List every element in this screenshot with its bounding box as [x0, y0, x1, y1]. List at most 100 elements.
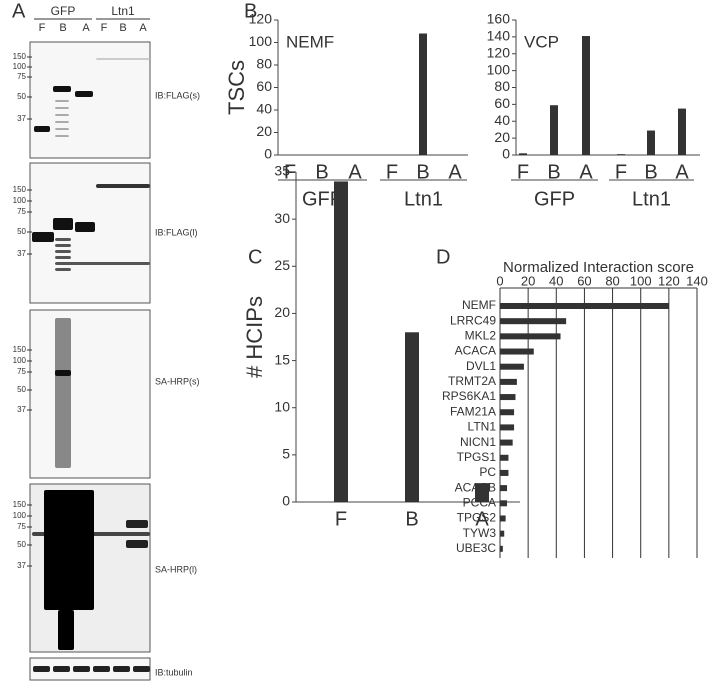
- y-tick-label: 120: [249, 11, 273, 27]
- marker-label: 50: [17, 92, 26, 101]
- bar: [500, 545, 503, 552]
- band: [126, 540, 148, 548]
- y-tick-label: 20: [274, 304, 290, 320]
- bar: [500, 348, 534, 355]
- lane-label: F: [39, 22, 46, 34]
- band: [53, 218, 73, 230]
- marker-label: 37: [17, 249, 26, 258]
- group-label: GFP: [51, 4, 76, 18]
- y-tick-label: NEMF: [462, 298, 496, 312]
- panel-label: A: [12, 0, 26, 22]
- band: [55, 121, 69, 123]
- band: [55, 114, 69, 116]
- y-tick-label: 0: [264, 146, 272, 162]
- x-axis-label: Normalized Interaction score: [503, 259, 694, 276]
- bar: [500, 515, 506, 522]
- group-label: Ltn1: [111, 4, 135, 18]
- x-tick-label: F: [284, 161, 296, 183]
- lane-label: B: [59, 22, 66, 34]
- y-tick-label: 160: [487, 11, 511, 27]
- band: [56, 262, 150, 265]
- x-tick-label: 100: [630, 273, 652, 288]
- bar: [419, 33, 427, 155]
- bar: [617, 154, 625, 155]
- y-tick-label: MKL2: [465, 329, 497, 343]
- marker-label: 75: [17, 522, 26, 531]
- band: [93, 666, 110, 672]
- y-tick-label: 100: [249, 33, 273, 49]
- blot: [29, 41, 151, 159]
- y-tick-label: NICN1: [460, 435, 496, 449]
- y-tick-label: 0: [502, 146, 510, 162]
- x-tick-label: A: [348, 161, 362, 183]
- bar: [500, 394, 516, 401]
- marker-label: 50: [17, 385, 26, 394]
- y-tick-label: UBE3C: [456, 541, 496, 555]
- x-tick-label: F: [335, 508, 347, 530]
- y-tick-label: PC: [479, 465, 496, 479]
- y-tick-label: 140: [487, 28, 511, 44]
- marker-label: 50: [17, 540, 26, 549]
- band: [55, 250, 71, 253]
- marker-label: 150: [13, 500, 27, 509]
- marker-label: 100: [13, 196, 27, 205]
- lane-label: F: [101, 22, 108, 34]
- y-tick-label: 100: [487, 61, 511, 77]
- band: [53, 86, 71, 92]
- band: [96, 184, 150, 188]
- marker-label: 37: [17, 561, 26, 570]
- marker-label: 100: [13, 356, 27, 365]
- bar: [519, 153, 527, 155]
- x-tick-label: B: [315, 161, 328, 183]
- bar: [405, 332, 419, 502]
- x-tick-label: B: [547, 161, 560, 183]
- marker-label: 150: [13, 185, 27, 194]
- bar: [500, 439, 513, 446]
- band: [133, 666, 150, 672]
- x-tick-label: A: [448, 161, 462, 183]
- bar: [500, 485, 508, 492]
- x-tick-label: A: [579, 161, 593, 183]
- y-tick-label: ACACA: [455, 344, 496, 358]
- x-tick-label: B: [416, 161, 429, 183]
- chart-title: VCP: [524, 32, 559, 51]
- blot-label: IB:FLAG(s): [155, 90, 200, 100]
- bar: [647, 130, 655, 155]
- y-tick-label: LRRC49: [450, 313, 496, 327]
- band: [55, 318, 71, 468]
- marker-label: 37: [17, 114, 26, 123]
- panel-label: B: [244, 0, 257, 22]
- chart-title: NEMF: [286, 32, 334, 51]
- y-tick-label: TYW3: [463, 526, 497, 540]
- bar: [500, 333, 561, 340]
- marker-label: 75: [17, 207, 26, 216]
- y-tick-label: TPGS2: [457, 511, 497, 525]
- band: [55, 268, 71, 271]
- x-tick-label: 140: [686, 273, 708, 288]
- band: [73, 666, 90, 672]
- x-tick-label: 40: [549, 273, 563, 288]
- band: [53, 666, 70, 672]
- x-tick-label: F: [386, 161, 398, 183]
- y-axis-label: TSCs: [224, 60, 249, 115]
- band: [75, 91, 93, 97]
- bar: [500, 500, 508, 507]
- bar: [334, 181, 348, 502]
- band: [32, 232, 54, 242]
- lane-label: A: [82, 22, 90, 34]
- blot-label: IB:FLAG(l): [155, 227, 198, 237]
- x-tick-label: 120: [658, 273, 680, 288]
- x-tick-label: A: [475, 508, 489, 530]
- band: [55, 244, 71, 247]
- band: [55, 256, 71, 259]
- panel-label: C: [248, 246, 262, 268]
- group-label: GFP: [302, 188, 343, 210]
- x-tick-label: 20: [521, 273, 535, 288]
- band: [55, 107, 69, 109]
- bar: [678, 108, 686, 155]
- bar: [500, 530, 505, 537]
- y-tick-label: 60: [256, 78, 272, 94]
- band: [58, 610, 74, 650]
- marker-label: 75: [17, 367, 26, 376]
